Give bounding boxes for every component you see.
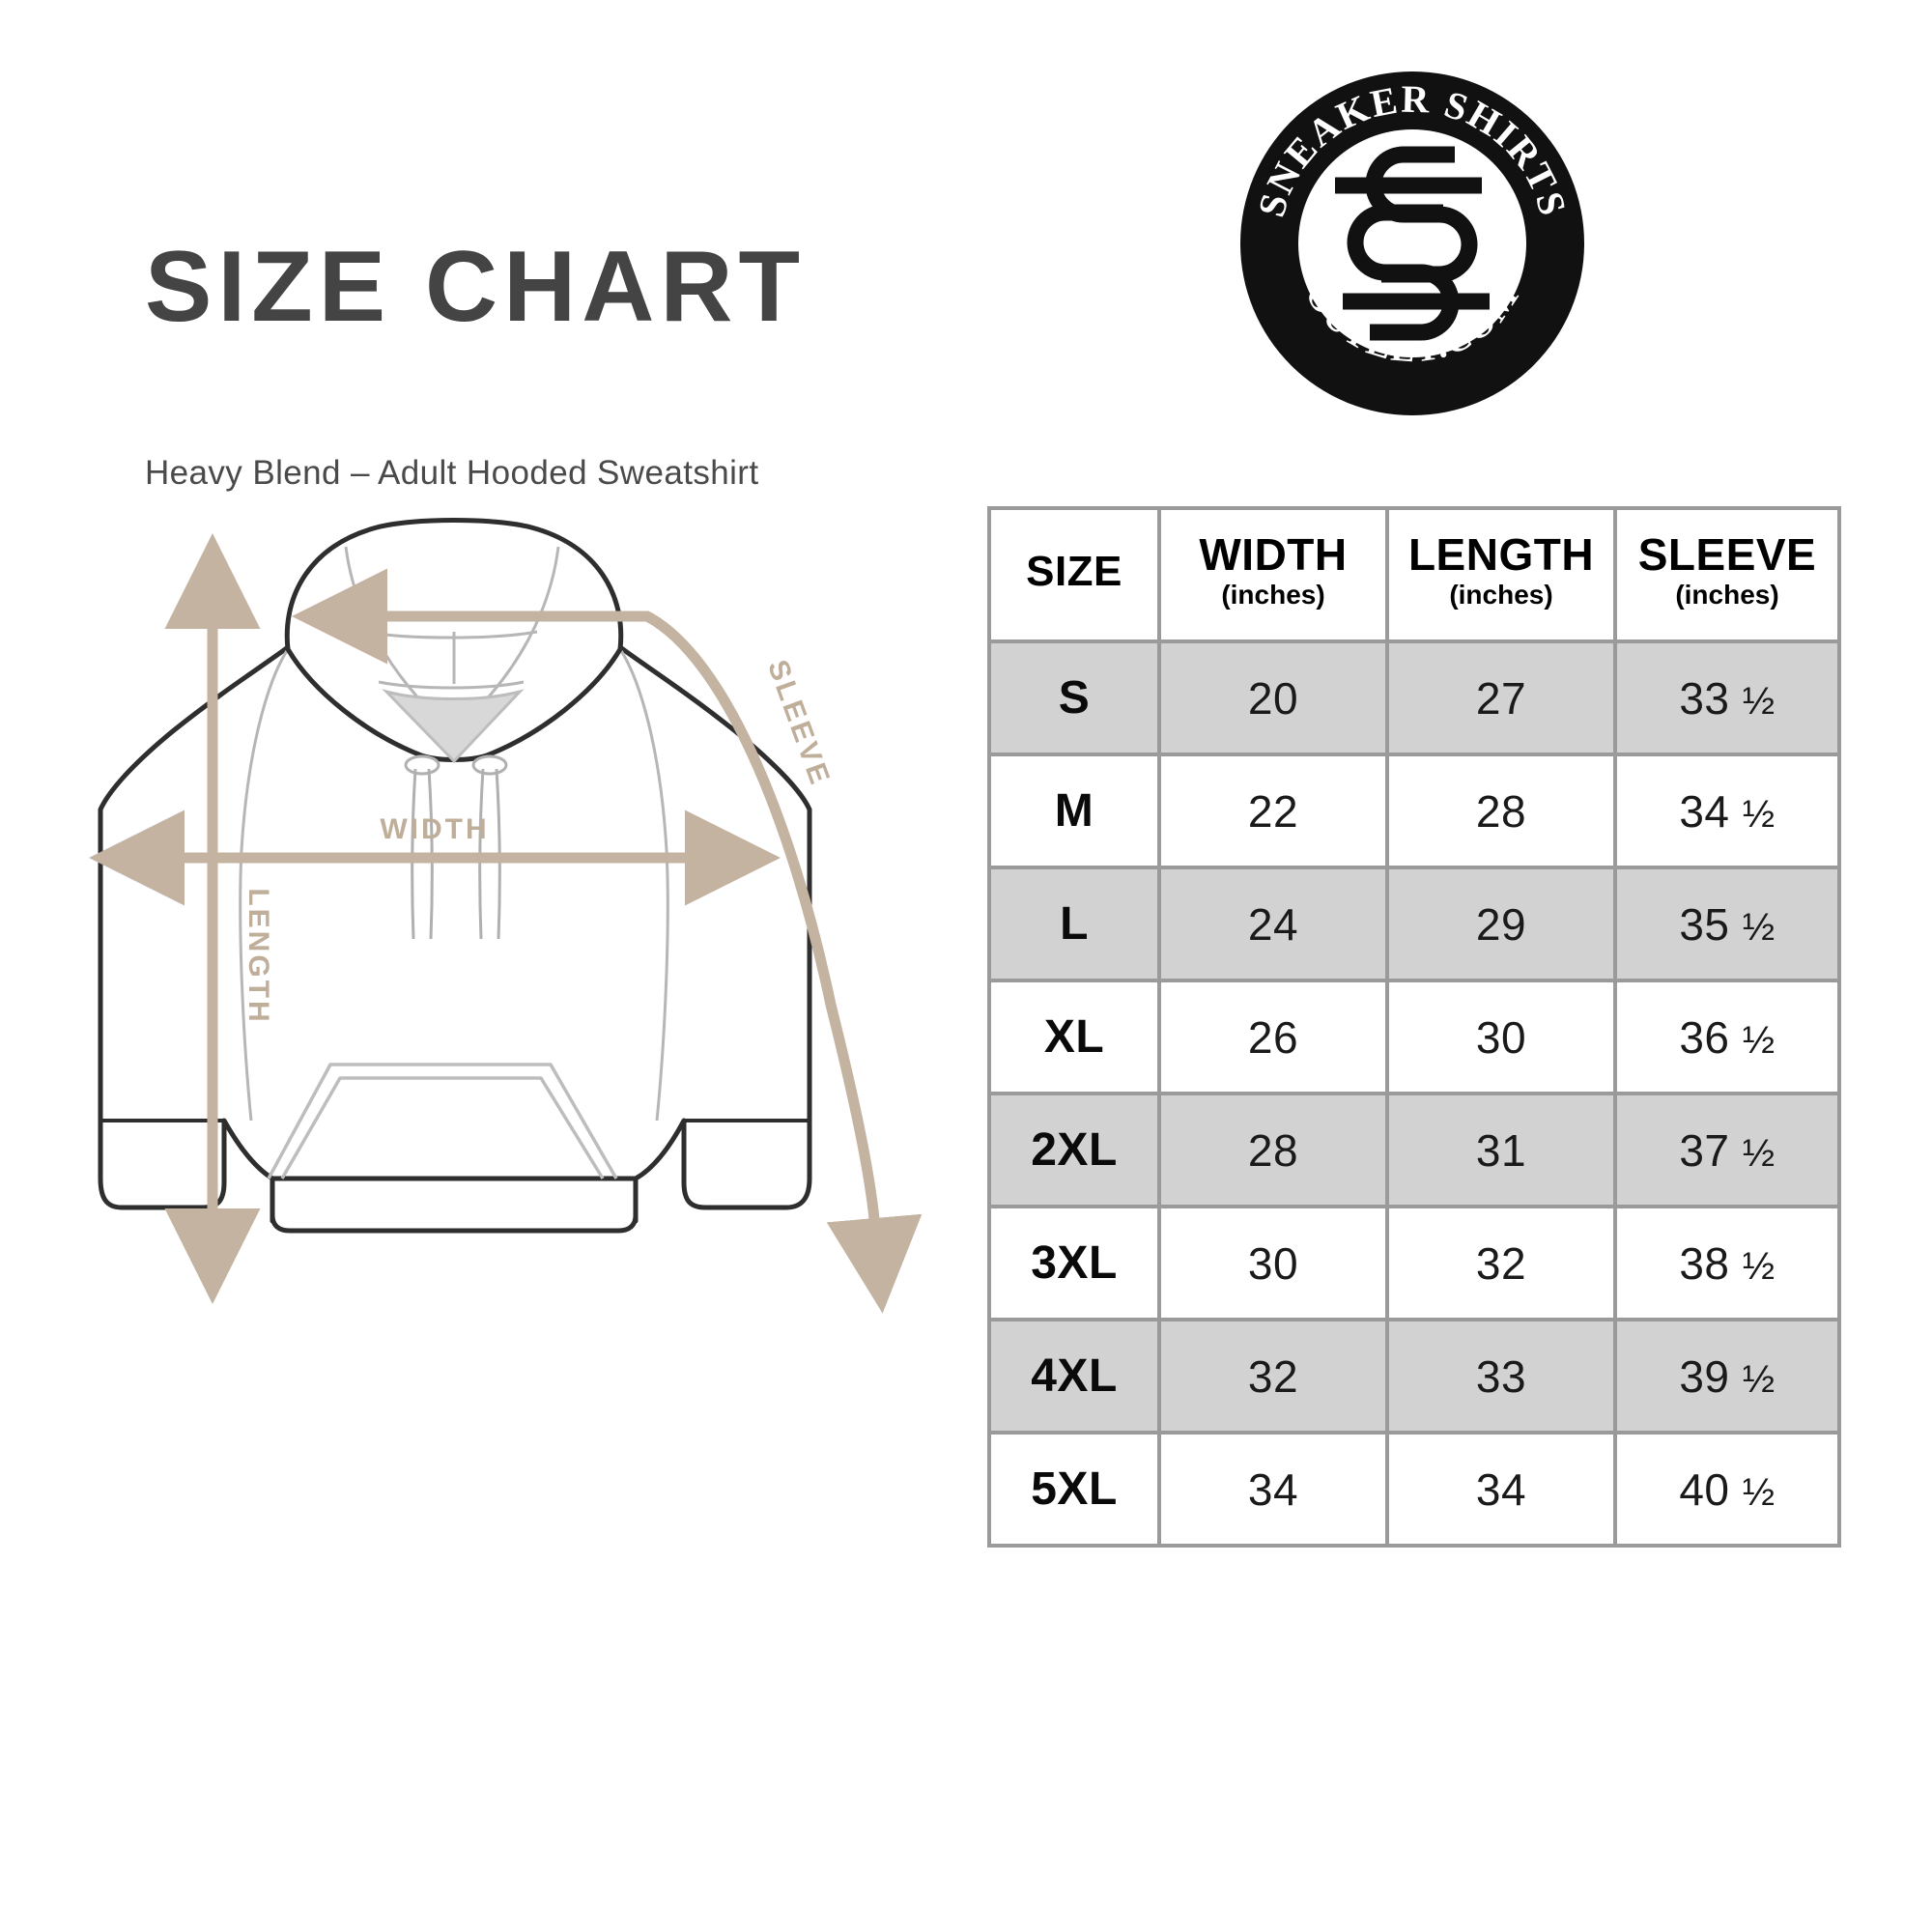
table-row: L 24 29 35 ½ xyxy=(987,866,1841,982)
cell-width: 28 xyxy=(1157,1092,1389,1208)
cell-sleeve: 33 ½ xyxy=(1613,639,1841,756)
cell-width: 26 xyxy=(1157,979,1389,1095)
column-header-width-unit: (inches) xyxy=(1221,579,1325,610)
cell-size: M xyxy=(987,753,1161,869)
table-row: S 20 27 33 ½ xyxy=(987,639,1841,756)
table-head: SIZE WIDTH (inches) LENGTH (inches) SLEE… xyxy=(987,506,1841,643)
cell-length: 30 xyxy=(1385,979,1617,1095)
cell-length: 33 xyxy=(1385,1318,1617,1435)
cell-length: 32 xyxy=(1385,1205,1617,1321)
column-header-sleeve-unit: (inches) xyxy=(1675,579,1779,610)
column-header-width: WIDTH (inches) xyxy=(1157,506,1389,643)
cell-sleeve: 39 ½ xyxy=(1613,1318,1841,1435)
logo-monogram-icon xyxy=(1335,146,1490,341)
table-row: 2XL 28 31 37 ½ xyxy=(987,1092,1841,1208)
table-row: XL 26 30 36 ½ xyxy=(987,979,1841,1095)
cell-size: XL xyxy=(987,979,1161,1095)
column-header-length: LENGTH (inches) xyxy=(1385,506,1617,643)
table-row: M 22 28 34 ½ xyxy=(987,753,1841,869)
cell-width: 20 xyxy=(1157,639,1389,756)
sleeve-measure-arrow xyxy=(292,568,923,1314)
cell-size: 3XL xyxy=(987,1205,1161,1321)
cell-length: 31 xyxy=(1385,1092,1617,1208)
hoodie-hem xyxy=(270,1176,639,1234)
cell-size: 5XL xyxy=(987,1431,1161,1548)
length-measure-label: LENGTH xyxy=(242,888,274,1024)
cell-sleeve: 36 ½ xyxy=(1613,979,1841,1095)
cell-size: 2XL xyxy=(987,1092,1161,1208)
table-header-row: SIZE WIDTH (inches) LENGTH (inches) SLEE… xyxy=(987,506,1841,643)
column-header-sleeve: SLEEVE (inches) xyxy=(1613,506,1841,643)
cell-size: 4XL xyxy=(987,1318,1161,1435)
title-block: SIZE CHART xyxy=(145,237,806,337)
cell-length: 28 xyxy=(1385,753,1617,869)
cell-width: 22 xyxy=(1157,753,1389,869)
width-measure-label: WIDTH xyxy=(380,813,489,845)
column-header-size: SIZE xyxy=(987,506,1161,643)
cell-length: 29 xyxy=(1385,866,1617,982)
page-subtitle: Heavy Blend – Adult Hooded Sweatshirt xyxy=(145,454,759,492)
cell-width: 30 xyxy=(1157,1205,1389,1321)
brand-logo: SNEAKER SHIRTS OUTLET.COM xyxy=(1235,66,1590,421)
cell-sleeve: 34 ½ xyxy=(1613,753,1841,869)
cell-length: 34 xyxy=(1385,1431,1617,1548)
cell-sleeve: 40 ½ xyxy=(1613,1431,1841,1548)
table-body: S 20 27 33 ½ M 22 28 34 ½ L 24 29 35 ½ XL 26 30 36 ½ 2XL… xyxy=(987,639,1841,1548)
cell-size: L xyxy=(987,866,1161,982)
cell-sleeve: 38 ½ xyxy=(1613,1205,1841,1321)
size-chart-table: SIZE WIDTH (inches) LENGTH (inches) SLEE… xyxy=(987,506,1841,1548)
cell-width: 32 xyxy=(1157,1318,1389,1435)
table-row: 3XL 30 32 38 ½ xyxy=(987,1205,1841,1321)
column-header-length-main: LENGTH xyxy=(1407,529,1595,581)
cell-length: 27 xyxy=(1385,639,1617,756)
column-header-size-main: SIZE xyxy=(1026,547,1122,595)
cell-sleeve: 35 ½ xyxy=(1613,866,1841,982)
cell-size: S xyxy=(987,639,1161,756)
column-header-sleeve-main: SLEEVE xyxy=(1637,529,1817,581)
table-row: 4XL 32 33 39 ½ xyxy=(987,1318,1841,1435)
column-header-length-unit: (inches) xyxy=(1449,579,1553,610)
column-header-width-main: WIDTH xyxy=(1199,529,1348,581)
hoodie-illustration: WIDTH LENGTH SLEEVE xyxy=(58,502,1005,1584)
page-title: SIZE CHART xyxy=(145,231,806,343)
cell-width: 24 xyxy=(1157,866,1389,982)
cell-width: 34 xyxy=(1157,1431,1389,1548)
table-row: 5XL 34 34 40 ½ xyxy=(987,1431,1841,1548)
cell-sleeve: 37 ½ xyxy=(1613,1092,1841,1208)
